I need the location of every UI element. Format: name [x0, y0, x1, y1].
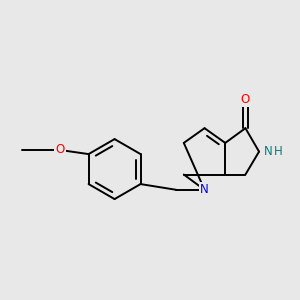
- Text: H: H: [274, 145, 283, 158]
- Text: N: N: [263, 145, 272, 158]
- Text: N: N: [200, 183, 209, 196]
- Text: O: O: [241, 93, 250, 106]
- Text: O: O: [56, 143, 65, 157]
